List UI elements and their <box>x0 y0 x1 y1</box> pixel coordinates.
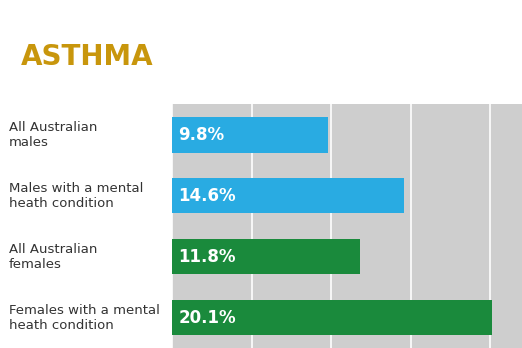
Bar <box>172 178 405 213</box>
Text: Males with a mental
heath condition: Males with a mental heath condition <box>8 182 143 210</box>
Text: 11.8%: 11.8% <box>179 248 236 266</box>
Bar <box>172 117 328 152</box>
Text: ASTHMA: ASTHMA <box>21 44 153 71</box>
Bar <box>172 300 492 335</box>
Text: 9.8%: 9.8% <box>179 126 225 144</box>
Text: All Australian
males: All Australian males <box>8 121 97 149</box>
Text: Females with a mental
heath condition: Females with a mental heath condition <box>8 303 160 332</box>
Text: All Australian
females: All Australian females <box>8 243 97 271</box>
Text: 20.1%: 20.1% <box>179 309 236 326</box>
Bar <box>172 239 360 274</box>
Text: 14.6%: 14.6% <box>179 187 236 205</box>
